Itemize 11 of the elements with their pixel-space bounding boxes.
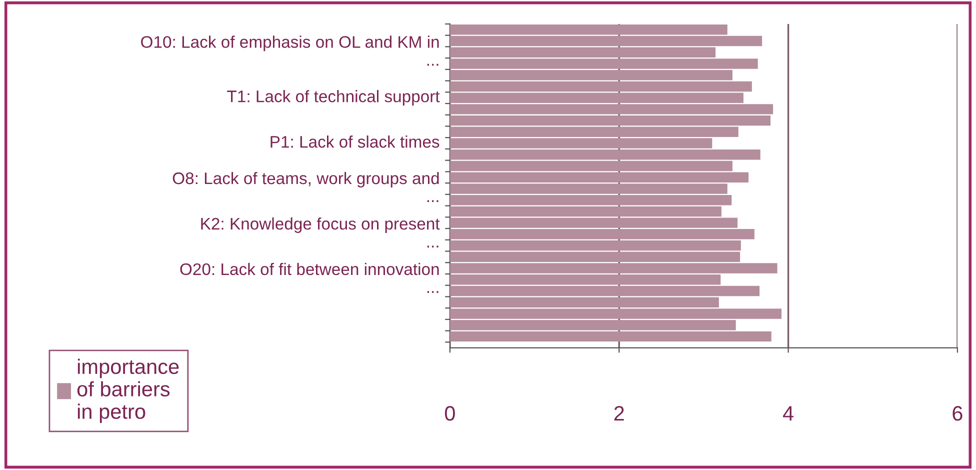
y-tick-label: O8: Lack of teams, work groups and ... (172, 172, 439, 202)
x-tick-label: 2 (614, 406, 624, 421)
y-tick-label: K2: Knowledge focus on present ... (201, 217, 440, 248)
legend-label: importance of barriers in petro (77, 358, 179, 424)
x-tick-label: 4 (782, 406, 794, 421)
y-tick-label: T1: Lack of technical support (227, 90, 440, 106)
y-tick-label: P1: Lack of slack times (270, 136, 440, 148)
x-tick-label: 0 (444, 406, 455, 421)
y-tick-label: O20: Lack of fit between innovation ... (180, 262, 439, 293)
x-tick-label: 6 (952, 406, 962, 421)
y-tick-label: O10: Lack of emphasis on OL and KM in ... (141, 36, 439, 66)
